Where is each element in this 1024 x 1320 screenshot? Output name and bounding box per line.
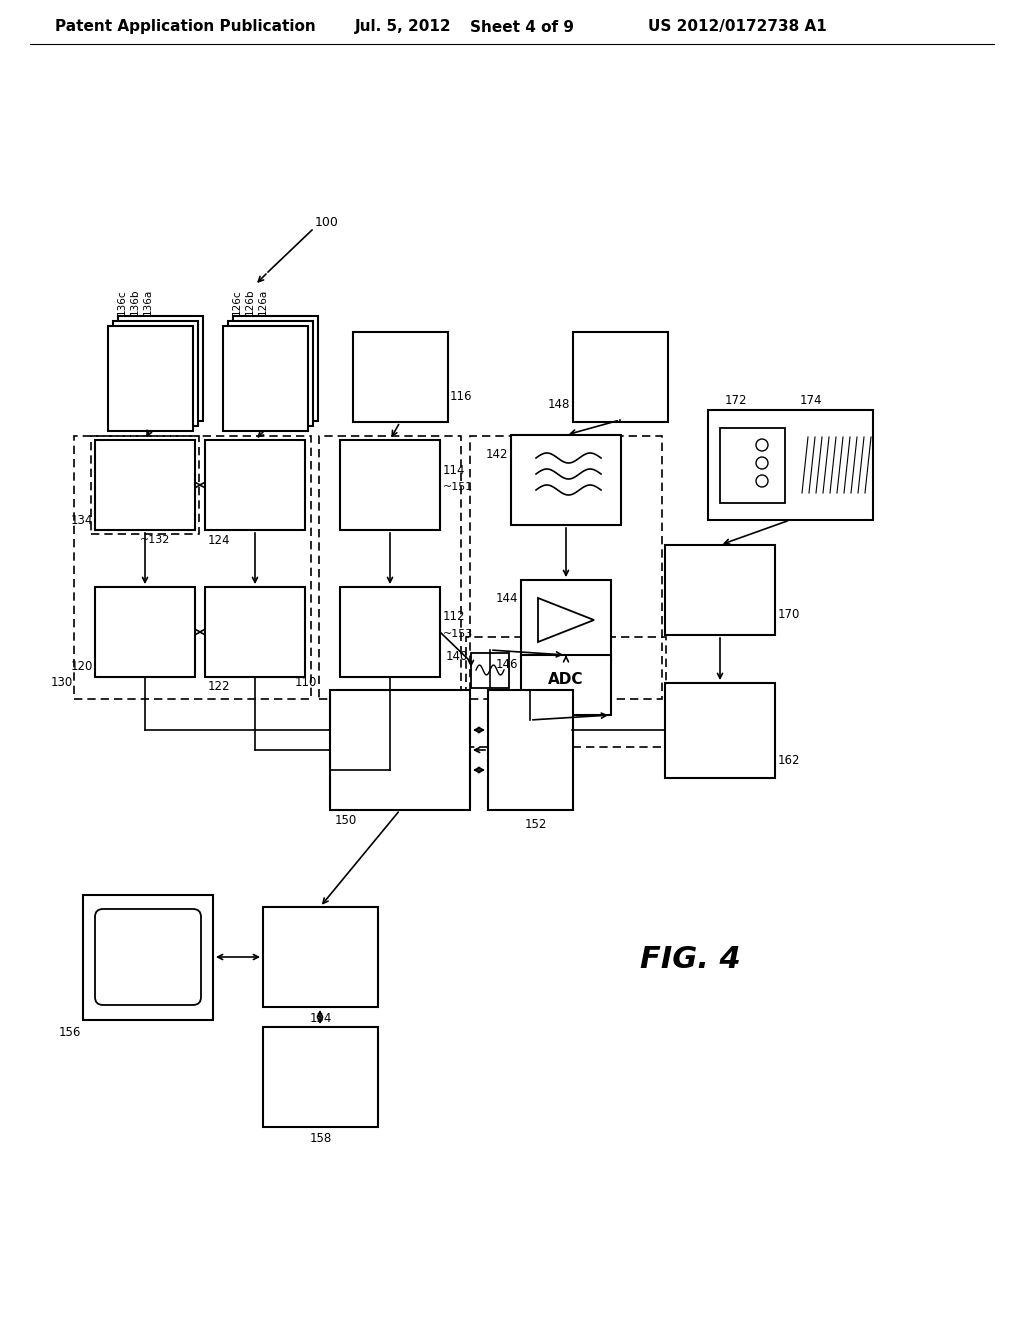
Text: 134: 134: [71, 513, 93, 527]
Bar: [572, 333, 668, 422]
Bar: [113, 321, 198, 425]
Bar: [262, 907, 378, 1007]
Bar: [521, 655, 611, 715]
Text: 144: 144: [496, 591, 518, 605]
Text: 122: 122: [208, 681, 230, 693]
Text: Patent Application Publication: Patent Application Publication: [55, 20, 315, 34]
Bar: [487, 690, 572, 810]
Text: 130: 130: [51, 676, 73, 689]
Text: 142: 142: [485, 449, 508, 462]
Bar: [340, 440, 440, 531]
Bar: [352, 333, 447, 422]
Text: 152: 152: [525, 818, 548, 832]
Bar: [466, 638, 666, 747]
Text: 100: 100: [315, 215, 339, 228]
Text: 124: 124: [208, 533, 230, 546]
Text: 140: 140: [445, 649, 468, 663]
Text: 150: 150: [335, 813, 357, 826]
Bar: [95, 587, 195, 677]
Text: 154: 154: [310, 1012, 333, 1026]
Text: ~132: ~132: [140, 535, 170, 545]
Text: 146: 146: [496, 659, 518, 672]
Text: Sheet 4 of 9: Sheet 4 of 9: [470, 20, 574, 34]
Text: 162: 162: [778, 754, 801, 767]
Bar: [665, 545, 775, 635]
Bar: [227, 321, 312, 425]
Bar: [205, 440, 305, 531]
Text: 156: 156: [58, 1026, 81, 1039]
Text: Jul. 5, 2012: Jul. 5, 2012: [355, 20, 452, 34]
Text: 112: 112: [443, 610, 466, 623]
Bar: [319, 436, 461, 698]
Text: 172: 172: [725, 393, 748, 407]
Text: 116: 116: [450, 391, 472, 404]
Bar: [471, 652, 509, 688]
Text: 170: 170: [778, 609, 801, 622]
Bar: [511, 436, 621, 525]
Text: 136a: 136a: [143, 289, 153, 315]
FancyBboxPatch shape: [95, 909, 201, 1005]
Bar: [118, 315, 203, 421]
Text: 148: 148: [548, 399, 570, 412]
Bar: [330, 690, 470, 810]
Text: 158: 158: [310, 1133, 332, 1146]
Bar: [232, 315, 317, 421]
Bar: [74, 436, 310, 698]
Text: 110: 110: [295, 676, 317, 689]
Bar: [262, 1027, 378, 1127]
Bar: [91, 436, 199, 535]
Text: ~153: ~153: [443, 630, 473, 639]
Bar: [708, 411, 872, 520]
Text: 126a: 126a: [258, 289, 268, 315]
Text: 174: 174: [800, 393, 822, 407]
Bar: [470, 436, 662, 698]
Text: 114: 114: [443, 463, 466, 477]
Text: ADC: ADC: [548, 672, 584, 688]
Bar: [720, 428, 784, 503]
Bar: [222, 326, 307, 430]
Bar: [95, 440, 195, 531]
Bar: [108, 326, 193, 430]
Text: 136b: 136b: [130, 289, 140, 315]
Bar: [340, 587, 440, 677]
Bar: [205, 587, 305, 677]
Text: ~151: ~151: [443, 482, 473, 492]
Text: FIG. 4: FIG. 4: [640, 945, 740, 974]
Text: US 2012/0172738 A1: US 2012/0172738 A1: [648, 20, 826, 34]
Text: 136c: 136c: [117, 289, 127, 315]
Bar: [83, 895, 213, 1019]
Text: 126b: 126b: [245, 289, 255, 315]
Text: 120: 120: [71, 660, 93, 673]
Bar: [521, 579, 611, 660]
Text: 126c: 126c: [232, 289, 242, 315]
Bar: [665, 682, 775, 777]
